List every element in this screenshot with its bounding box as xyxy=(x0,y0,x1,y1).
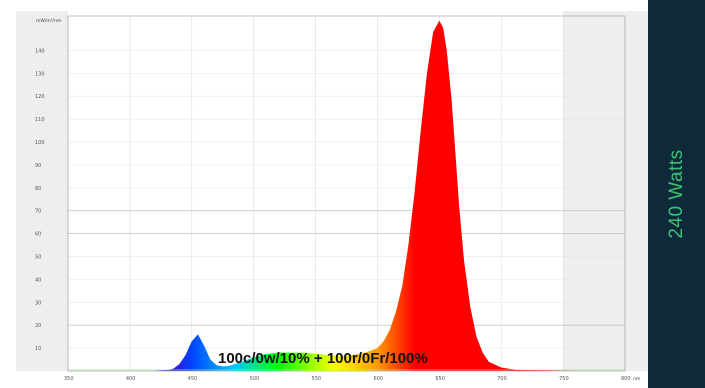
left-shaded-region xyxy=(16,11,68,371)
wattage-label: 240 Watts xyxy=(665,149,687,239)
x-axis-unit-label: nm xyxy=(633,377,640,382)
y-axis-unit-label: mW/m²/nm xyxy=(36,18,61,24)
spectrum-chart: 10 20 30 40 50 60 70 80 90 100 110 120 130 140 350 400 4… xyxy=(16,11,648,382)
right-shaded-region xyxy=(563,11,648,371)
y-tick-label: 100 xyxy=(35,140,45,146)
x-tick-label: 750 xyxy=(559,376,569,382)
x-tick-label: 550 xyxy=(312,376,322,382)
x-tick-label: 500 xyxy=(250,376,260,382)
spectrum-curve-layer xyxy=(68,20,625,372)
y-tick-label: 110 xyxy=(35,117,45,123)
y-tick-label: 10 xyxy=(35,346,41,352)
x-tick-label: 700 xyxy=(497,376,507,382)
y-tick-label: 80 xyxy=(35,186,41,192)
y-tick-label: 30 xyxy=(35,300,41,306)
x-tick-label: 600 xyxy=(373,376,383,382)
y-tick-label: 50 xyxy=(35,254,41,260)
y-tick-label: 20 xyxy=(35,323,41,329)
y-tick-label: 130 xyxy=(35,71,45,77)
x-tick-label: 800 xyxy=(621,376,631,382)
spectrum-area xyxy=(105,20,576,372)
wattage-side-panel: 240 Watts xyxy=(648,0,705,388)
spectrum-chart-svg: 10 20 30 40 50 60 70 80 90 100 110 120 130 140 350 400 4… xyxy=(16,11,648,382)
y-tick-label: 120 xyxy=(35,94,45,100)
spectrum-config-label: 100c/0w/10% + 100r/0Fr/100% xyxy=(218,350,428,367)
y-tick-label: 60 xyxy=(35,232,41,238)
x-tick-label: 400 xyxy=(126,376,136,382)
x-tick-label: 650 xyxy=(435,376,445,382)
y-tick-label: 140 xyxy=(35,48,45,54)
plot-frame xyxy=(67,15,626,372)
tick-labels: 10 20 30 40 50 60 70 80 90 100 110 120 130 140 350 400 4… xyxy=(35,48,631,382)
y-tick-label: 40 xyxy=(35,277,41,283)
x-tick-label: 350 xyxy=(64,376,74,382)
y-tick-label: 90 xyxy=(35,163,41,169)
grid-lines xyxy=(67,16,626,371)
y-tick-label: 70 xyxy=(35,209,41,215)
x-tick-label: 450 xyxy=(188,376,198,382)
